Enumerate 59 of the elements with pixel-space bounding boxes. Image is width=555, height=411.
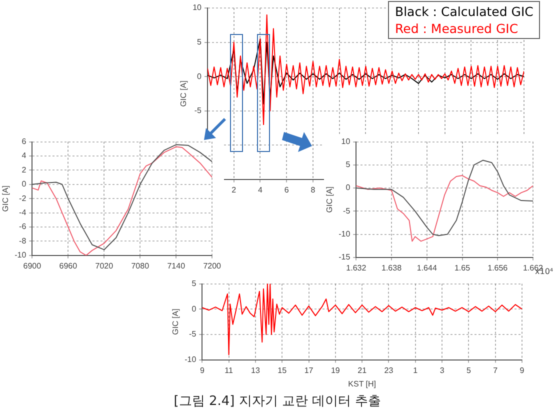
y-tick-label: 4 — [22, 151, 27, 160]
y-tick-label: 5 — [197, 37, 202, 46]
y-tick-label: -10 — [338, 229, 351, 238]
annotation: Black : Calculated GIC — [395, 3, 534, 20]
x-tick-label: 7020 — [95, 261, 114, 270]
x-tick-label: 21 — [358, 366, 368, 375]
y-tick-label: 5 — [346, 160, 351, 170]
x-tick-label: 2 — [232, 185, 237, 194]
x-tick-label: 15 — [278, 366, 288, 375]
x-tick-label: 23 — [384, 366, 394, 375]
x-tick-label: 1.65 — [454, 263, 471, 272]
x-tick-label: 17 — [304, 366, 314, 375]
y-tick-label: -10 — [14, 250, 27, 260]
y-tick-label: -15 — [338, 252, 351, 262]
y-tick-label: 0 — [22, 180, 27, 189]
y-tick-label: -4 — [19, 208, 27, 218]
x-tick-label: 1.656 — [488, 263, 508, 272]
x-tick-label: 8 — [310, 185, 316, 194]
x-tick-label: 1.632 — [346, 263, 367, 272]
y-tick-label: -10 — [184, 355, 197, 364]
x-tick-label: 5 — [466, 366, 472, 375]
y-tick-label: -5 — [189, 330, 197, 339]
x-tick-label: 6900 — [23, 261, 42, 270]
y-tick-label: -5 — [194, 106, 202, 116]
y-axis-title: GIC [A] — [1, 185, 10, 212]
y-axis-title: GIC [A] — [171, 308, 180, 335]
y-tick-label: 10 — [341, 137, 351, 146]
y-tick-label: 10 — [192, 3, 202, 12]
x-tick-label: 4 — [258, 185, 264, 194]
x-tick-label: 9 — [200, 366, 205, 375]
x-tick-label: 1.644 — [416, 263, 438, 272]
y-tick-label: 6 — [22, 137, 27, 146]
y-tick-label: 0 — [346, 183, 351, 192]
x-tick-label: 13 — [251, 366, 260, 375]
y-tick-label: -6 — [19, 222, 27, 232]
y-tick-label: 0 — [197, 72, 202, 81]
x-tick-label: 11 — [224, 366, 234, 375]
x-tick-label: 7140 — [167, 261, 186, 270]
y-tick-label: 2 — [22, 165, 27, 174]
y-tick-label: -8 — [19, 236, 27, 246]
y-tick-label: 5 — [192, 279, 197, 288]
x-tick-label: 7 — [493, 366, 498, 375]
x-tick-label: 6 — [284, 185, 290, 194]
y-tick-label: -2 — [19, 194, 27, 203]
x-tick-label: 1.638 — [382, 263, 402, 272]
x-tick-label: 19 — [330, 366, 340, 375]
y-axis-title: GIC [A] — [325, 186, 334, 213]
x-tick-label: 7200 — [203, 261, 222, 270]
x-tick-label: 6960 — [59, 261, 78, 270]
text: [그림 2.4] 지자기 교란 데이터 추출 — [172, 393, 382, 410]
annotation: Red : Measured GIC — [395, 20, 520, 37]
x-axis-title: KST [H] — [348, 379, 376, 388]
y-tick-label: 0 — [192, 304, 197, 314]
y-tick-label: -5 — [343, 206, 351, 216]
x-tick-label: 1 — [413, 366, 418, 375]
x-tick-label: 7080 — [131, 261, 150, 270]
y-axis-title: GIC [A] — [179, 80, 188, 107]
x-tick-label: 9 — [520, 366, 525, 375]
x-tick-label: 3 — [440, 366, 445, 375]
